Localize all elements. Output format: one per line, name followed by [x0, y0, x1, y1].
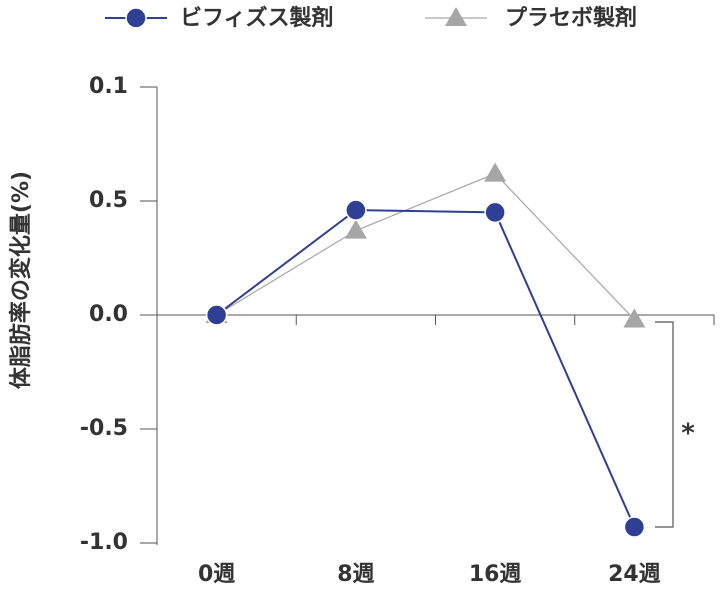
legend-label: プラセボ製剤 — [505, 5, 637, 31]
data-point — [345, 199, 367, 221]
y-tick-label: 0.1 — [89, 74, 128, 99]
x-tick-label: 24週 — [608, 562, 661, 587]
y-tick-label: -0.5 — [80, 416, 128, 441]
data-point — [623, 516, 646, 538]
annotation: * — [681, 419, 695, 449]
legend-label: ビフィズス製剤 — [180, 5, 334, 31]
legend-marker — [445, 7, 467, 26]
series-line — [216, 209, 636, 528]
y-tick-label: -1.0 — [80, 530, 128, 555]
significance-bracket — [655, 321, 674, 528]
y-tick-label: 0.5 — [89, 188, 128, 213]
data-point — [205, 304, 228, 326]
legend-marker — [125, 7, 147, 29]
data-point — [623, 308, 646, 328]
y-tick-label: 0.0 — [89, 302, 128, 327]
series-line — [216, 172, 635, 320]
x-tick-label: 8週 — [337, 562, 374, 587]
data-point — [484, 162, 507, 182]
x-tick-label: 16週 — [469, 562, 522, 587]
data-point — [484, 201, 506, 224]
x-tick-label: 0週 — [198, 562, 235, 587]
data-point — [344, 219, 367, 239]
y-axis-label: 体脂肪率の変化量(%) — [8, 171, 34, 389]
